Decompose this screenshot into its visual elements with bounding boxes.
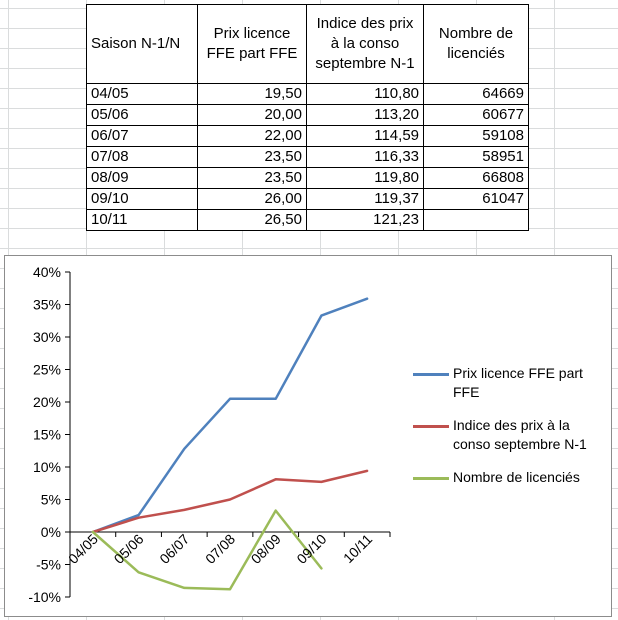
table-row: 08/09 23,50 119,80 66808	[86, 167, 529, 189]
table-row: 07/08 23,50 116,33 58951	[86, 146, 529, 168]
legend-item-licensees: Nombre de licenciés	[413, 468, 603, 487]
chart-legend[interactable]: Prix licence FFE part FFE Indice des pri…	[413, 364, 603, 501]
cell-licensees[interactable]: 58951	[423, 146, 529, 168]
legend-item-license-price: Prix licence FFE part FFE	[413, 364, 603, 402]
cell-season[interactable]: 04/05	[86, 83, 198, 105]
cell-license-price[interactable]: 22,00	[197, 125, 307, 147]
legend-item-price-index: Indice des prix à la conso septembre N-1	[413, 416, 603, 454]
line-chart[interactable]: 40% 35% 30% 25% 20% 15% 10% 5% 0% -5% -10% 04/05 05/…	[4, 255, 612, 617]
cell-license-price[interactable]: 23,50	[197, 146, 307, 168]
legend-swatch-license-price	[413, 373, 449, 376]
cell-season[interactable]: 06/07	[86, 125, 198, 147]
table-row: 05/06 20,00 113,20 60677	[86, 104, 529, 126]
cell-licensees[interactable]	[423, 209, 529, 231]
cell-license-price[interactable]: 23,50	[197, 167, 307, 189]
y-tick-label: 30%	[33, 329, 61, 345]
cell-price-index[interactable]: 119,80	[306, 167, 424, 189]
cell-license-price[interactable]: 19,50	[197, 83, 307, 105]
cell-license-price[interactable]: 26,50	[197, 209, 307, 231]
cell-price-index[interactable]: 113,20	[306, 104, 424, 126]
y-tick-label: 35%	[33, 297, 61, 313]
cell-season[interactable]: 08/09	[86, 167, 198, 189]
header-season[interactable]: Saison N-1/N	[86, 4, 198, 84]
chart-plot: 40%35%30%25%20%15%10%5%0%-5%-10%04/05 05/…	[28, 264, 391, 605]
y-tick-label: -5%	[36, 557, 61, 573]
cell-season[interactable]: 05/06	[86, 104, 198, 126]
cell-licensees[interactable]: 61047	[423, 188, 529, 210]
series-line-2	[91, 469, 369, 534]
header-price-index[interactable]: Indice des prix à la conso septembre N-1	[306, 4, 424, 84]
y-tick-label: 40%	[33, 264, 61, 280]
data-table: Saison N-1/N Prix licence FFE part FFE I…	[86, 4, 529, 231]
cell-license-price[interactable]: 26,00	[197, 188, 307, 210]
cell-licensees[interactable]: 66808	[423, 167, 529, 189]
table-row: 04/05 19,50 110,80 64669	[86, 83, 529, 105]
legend-label-licensees: Nombre de licenciés	[453, 469, 580, 485]
legend-label-license-price: Prix licence FFE part FFE	[453, 365, 583, 400]
table-header-row: Saison N-1/N Prix licence FFE part FFE I…	[86, 4, 529, 84]
cell-season[interactable]: 09/10	[86, 188, 198, 210]
y-tick-label: 5%	[41, 492, 61, 508]
cell-licensees[interactable]: 59108	[423, 125, 529, 147]
legend-swatch-price-index	[413, 425, 449, 428]
cell-season[interactable]: 07/08	[86, 146, 198, 168]
header-licensees[interactable]: Nombre de licenciés	[423, 4, 529, 84]
cell-price-index[interactable]: 116,33	[306, 146, 424, 168]
y-tick-label: 0%	[41, 524, 61, 540]
cell-licensees[interactable]: 60677	[423, 104, 529, 126]
cell-price-index[interactable]: 110,80	[306, 83, 424, 105]
y-tick-label: 25%	[33, 362, 61, 378]
y-tick-label: 20%	[33, 394, 61, 410]
legend-label-price-index: Indice des prix à la conso septembre N-1	[453, 417, 587, 452]
table-row: 10/11 26,50 121,23	[86, 209, 529, 231]
legend-swatch-licensees	[413, 477, 449, 480]
y-tick-label: -10%	[28, 589, 61, 605]
table-row: 06/07 22,00 114,59 59108	[86, 125, 529, 147]
table-row: 09/10 26,00 119,37 61047	[86, 188, 529, 210]
cell-licensees[interactable]: 64669	[423, 83, 529, 105]
y-tick-label: 10%	[33, 459, 61, 475]
series-line-1	[91, 297, 369, 534]
cell-price-index[interactable]: 114,59	[306, 125, 424, 147]
y-tick-label: 15%	[33, 427, 61, 443]
cell-season[interactable]: 10/11	[86, 209, 198, 231]
series-line-3	[91, 509, 323, 591]
x-tick-label: 10/11	[340, 531, 376, 567]
header-license-price[interactable]: Prix licence FFE part FFE	[197, 4, 307, 84]
cell-license-price[interactable]: 20,00	[197, 104, 307, 126]
cell-price-index[interactable]: 121,23	[306, 209, 424, 231]
cell-price-index[interactable]: 119,37	[306, 188, 424, 210]
